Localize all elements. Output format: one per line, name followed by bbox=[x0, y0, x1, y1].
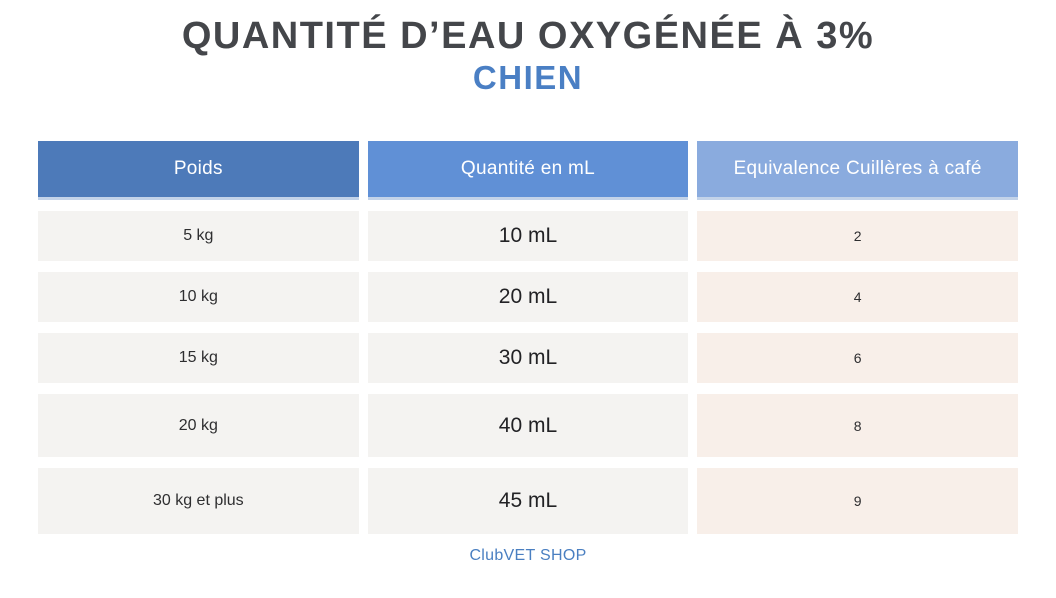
cell-cuilleres: 2 bbox=[697, 211, 1018, 261]
page-subtitle: CHIEN bbox=[472, 59, 584, 96]
column-header-cuilleres: Equivalence Cuillères à café bbox=[697, 141, 1018, 200]
cell-poids: 10 kg bbox=[38, 272, 359, 322]
table-header-row: Poids Quantité en mL Equivalence Cuillèr… bbox=[38, 141, 1018, 200]
title-block: QUANTITÉ D’EAU OXYGÉNÉE À 3% CHIEN bbox=[0, 14, 1056, 98]
cell-cuilleres: 8 bbox=[697, 394, 1018, 457]
table-row: 15 kg 30 mL 6 bbox=[38, 333, 1018, 383]
cell-poids: 15 kg bbox=[38, 333, 359, 383]
cell-cuilleres: 6 bbox=[697, 333, 1018, 383]
cell-poids: 20 kg bbox=[38, 394, 359, 457]
cell-poids: 5 kg bbox=[38, 211, 359, 261]
cell-poids: 30 kg et plus bbox=[38, 468, 359, 534]
table-row: 30 kg et plus 45 mL 9 bbox=[38, 468, 1018, 534]
dosage-table: Poids Quantité en mL Equivalence Cuillèr… bbox=[38, 141, 1018, 534]
cell-quantite: 40 mL bbox=[367, 394, 689, 457]
brand-footer: ClubVET SHOP bbox=[469, 547, 587, 564]
cell-cuilleres: 9 bbox=[697, 468, 1018, 534]
column-header-poids: Poids bbox=[38, 141, 359, 200]
cell-quantite: 20 mL bbox=[367, 272, 689, 322]
table-row: 5 kg 10 mL 2 bbox=[38, 211, 1018, 261]
cell-quantite: 10 mL bbox=[367, 211, 689, 261]
cell-quantite: 45 mL bbox=[367, 468, 689, 534]
cell-quantite: 30 mL bbox=[367, 333, 689, 383]
column-header-quantite: Quantité en mL bbox=[367, 141, 689, 200]
table-row: 20 kg 40 mL 8 bbox=[38, 394, 1018, 457]
page-title: QUANTITÉ D’EAU OXYGÉNÉE À 3% bbox=[181, 15, 875, 57]
table-row: 10 kg 20 mL 4 bbox=[38, 272, 1018, 322]
cell-cuilleres: 4 bbox=[697, 272, 1018, 322]
